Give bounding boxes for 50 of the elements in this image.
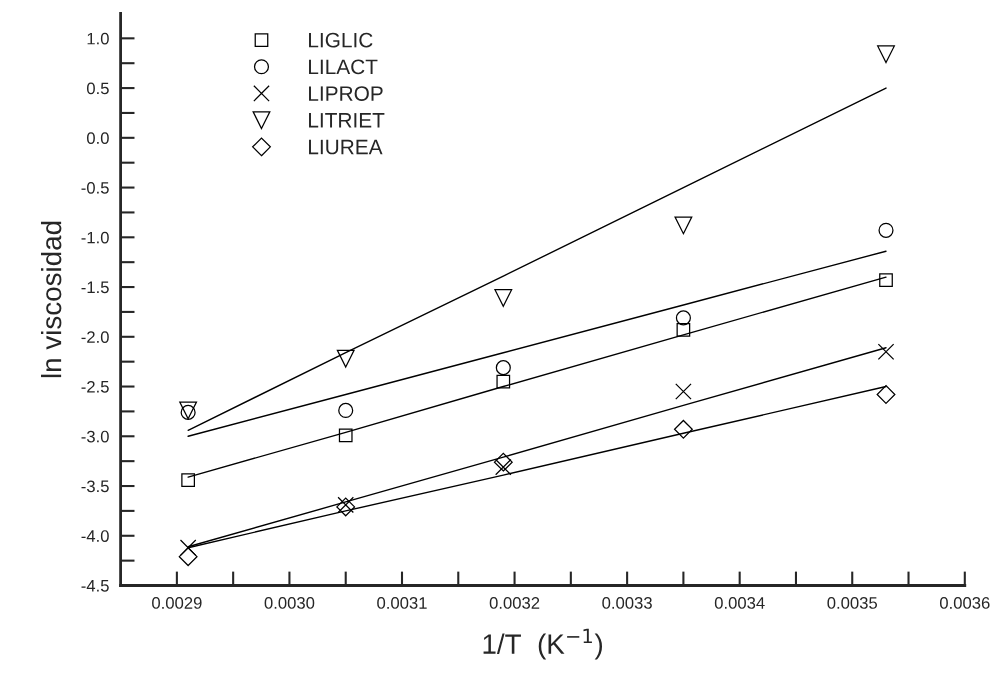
point	[338, 402, 354, 418]
point	[877, 343, 895, 360]
point	[179, 539, 197, 556]
x-tick-label: 0.0035	[827, 597, 878, 609]
legend-label: LIGLIC	[309, 32, 373, 48]
y-tick-label: -1.5	[81, 281, 109, 294]
x-tick-label: 0.0036	[939, 597, 990, 609]
y-tick-label: -4.5	[81, 580, 109, 592]
legend-label: LITRIET	[309, 113, 385, 128]
point	[876, 385, 896, 404]
line-series	[187, 250, 887, 437]
point	[878, 222, 894, 238]
point	[496, 374, 511, 389]
point	[493, 452, 513, 472]
point	[674, 216, 693, 235]
y-tick-label: 0.0	[86, 132, 109, 145]
point	[494, 289, 513, 307]
x-tick-label: 0.0031	[377, 597, 427, 609]
point	[676, 322, 691, 337]
point	[338, 428, 353, 443]
point	[673, 419, 693, 439]
legend-label: LIUREA	[309, 139, 383, 155]
y-tick-label: -1.0	[81, 231, 109, 244]
y-tick-label: -3.0	[81, 430, 109, 443]
line-series	[187, 87, 887, 432]
legend-label: LILACT	[309, 59, 378, 75]
point	[181, 473, 196, 487]
point	[675, 383, 692, 400]
y-axis-title: ln viscosidad	[40, 221, 62, 378]
point	[336, 349, 355, 368]
point	[495, 360, 511, 376]
point	[495, 458, 512, 476]
x-tick-label: 0.0030	[264, 597, 315, 609]
y-tick-label: 1.0	[87, 32, 109, 45]
x-tick-label: 0.0033	[602, 597, 652, 609]
y-tick-label: -2.0	[81, 331, 109, 343]
y-tick-label: -4.0	[81, 530, 109, 542]
y-tick-label: -2.5	[81, 380, 109, 393]
x-tick-label: 0.0032	[489, 597, 540, 609]
point	[178, 547, 198, 567]
x-tick-label: 0.0029	[152, 597, 202, 609]
legend-label: LIPROP	[309, 86, 383, 101]
point	[879, 273, 893, 287]
point	[675, 310, 691, 326]
y-tick-label: -3.5	[81, 480, 109, 493]
y-tick-label: 0.5	[86, 82, 109, 95]
x-axis-title: 1/T (K$^{−1}$)	[483, 628, 603, 660]
x-tick-label: 0.0034	[714, 597, 765, 609]
point	[877, 45, 895, 64]
y-tick-label: -0.5	[81, 181, 109, 194]
